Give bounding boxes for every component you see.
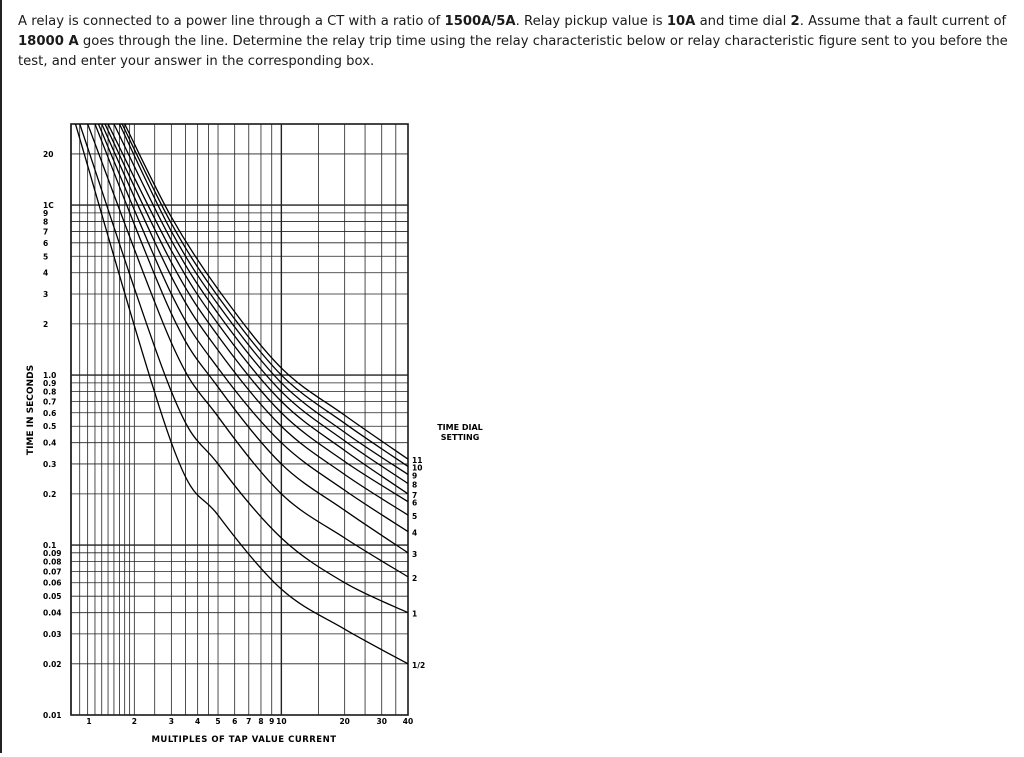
y-tick-label: 0.1 [43,541,56,550]
x-tick-label: 9 [269,717,274,726]
x-tick-labels: 1 2 3 4 5 6 7 8 9 10 20 30 40 [86,717,413,726]
y-tick-label: 2 [43,320,48,329]
curve-time-dial-10 [121,123,409,467]
y-tick-label: 0.06 [43,579,62,588]
series-label: 9 [412,471,417,480]
x-tick-label: 7 [246,717,251,726]
y-tick-label: 1C [43,201,54,210]
chart-curves [74,123,409,665]
y-tick-label: 0.07 [43,567,62,576]
question-fragment: . Assume that a fault current of [799,14,1007,29]
curve-time-dial-1 [79,123,409,614]
y-tick-label: 0.03 [43,630,62,639]
relay-characteristic-svg: 201C987654321.00.90.80.70.60.50.40.30.20… [26,123,483,745]
y-tick-label: 0.5 [43,422,56,431]
y-tick-label: 5 [43,252,48,261]
curve-time-dial-11 [124,123,409,460]
y-tick-label: 0.02 [43,660,62,669]
y-tick-label: 9 [43,209,48,218]
x-tick-label: 20 [339,717,349,726]
curve-time-dial-5 [101,123,409,516]
x-tick-label: 2 [132,717,137,726]
series-label: 7 [412,491,417,500]
relay-characteristic-chart: 20 1C 9 8 7 6 5 4 3 2 1.0 0.9 0.8 0.7 0.6 0.5 0.4 0.3 0.2 0… [0,110,1024,753]
question-text: A relay is connected to a power line thr… [18,12,1008,72]
y-tick-label: 0.01 [43,711,62,720]
x-tick-label: 8 [258,717,263,726]
question-fragment: . Relay pickup value is [515,14,667,29]
y-tick-label: 8 [43,218,48,227]
curve-time-dial-4 [97,123,409,533]
series-label: 1 [412,610,417,619]
x-tick-label: 10 [276,717,286,726]
time-dial-setting-label: TIME DIAL [437,423,483,432]
y-axis-label: TIME IN SECONDS [26,365,36,455]
series-label: 4 [412,529,417,538]
series-label: 8 [412,481,417,490]
curve-time-dial-9 [118,123,409,476]
series-label: 2 [412,574,417,583]
series-label: 3 [412,550,417,559]
left-border [0,0,2,753]
y-tick-label: 4 [43,269,48,278]
x-tick-label: 5 [215,717,220,726]
curve-time-dial-3 [94,123,409,554]
question-value: 10A [666,14,696,29]
y-tick-label: 0.9 [43,379,56,388]
series-label: 6 [412,499,417,508]
y-tick-label: 3 [43,290,48,299]
x-tick-label: 3 [169,717,174,726]
chart-grid [70,123,409,716]
curve-time-dial-6 [104,123,409,503]
y-tick-label: 0.05 [43,592,62,601]
y-tick-label: 0.2 [43,490,56,499]
series-label: 5 [412,512,417,521]
question-value: 2 [790,14,800,29]
question-value: 1500A/5A [444,14,516,29]
y-tick-label: 0.6 [43,409,56,418]
series-label: 11 [412,456,422,465]
y-tick-label: 0.4 [43,439,56,448]
y-tick-label: 7 [43,227,48,236]
y-tick-label: 0.04 [43,609,62,618]
y-tick-label: 6 [43,239,48,248]
x-tick-label: 30 [376,717,386,726]
curve-time-dial-2 [87,123,409,578]
y-tick-label: 0.09 [43,549,62,558]
y-tick-label: 0.8 [43,388,56,397]
curve-time-dial-1-2 [74,123,409,665]
y-tick-label: 0.7 [43,397,56,406]
curve-time-dial-7 [107,123,409,495]
series-label: 10 [412,463,422,472]
question-fragment: goes through the line. Determine the rel… [18,34,1008,69]
x-tick-label: 6 [232,717,237,726]
time-dial-setting-label-2: SETTING [441,433,480,442]
question-value: 18000 A [18,34,79,49]
x-tick-label: 40 [403,717,413,726]
y-tick-label: 1.0 [43,371,56,380]
question-fragment: A relay is connected to a power line thr… [18,14,445,29]
question-fragment: and time dial [695,14,791,29]
x-tick-label: 4 [195,717,200,726]
x-axis-label: MULTIPLES OF TAP VALUE CURRENT [151,735,336,745]
y-tick-label: 0.3 [43,460,56,469]
y-tick-label: 20 [43,150,53,159]
curve-time-dial-8 [113,123,409,485]
x-tick-label: 1 [86,717,91,726]
series-label: 1/2 [412,661,425,670]
y-tick-label: 0.08 [43,558,62,567]
